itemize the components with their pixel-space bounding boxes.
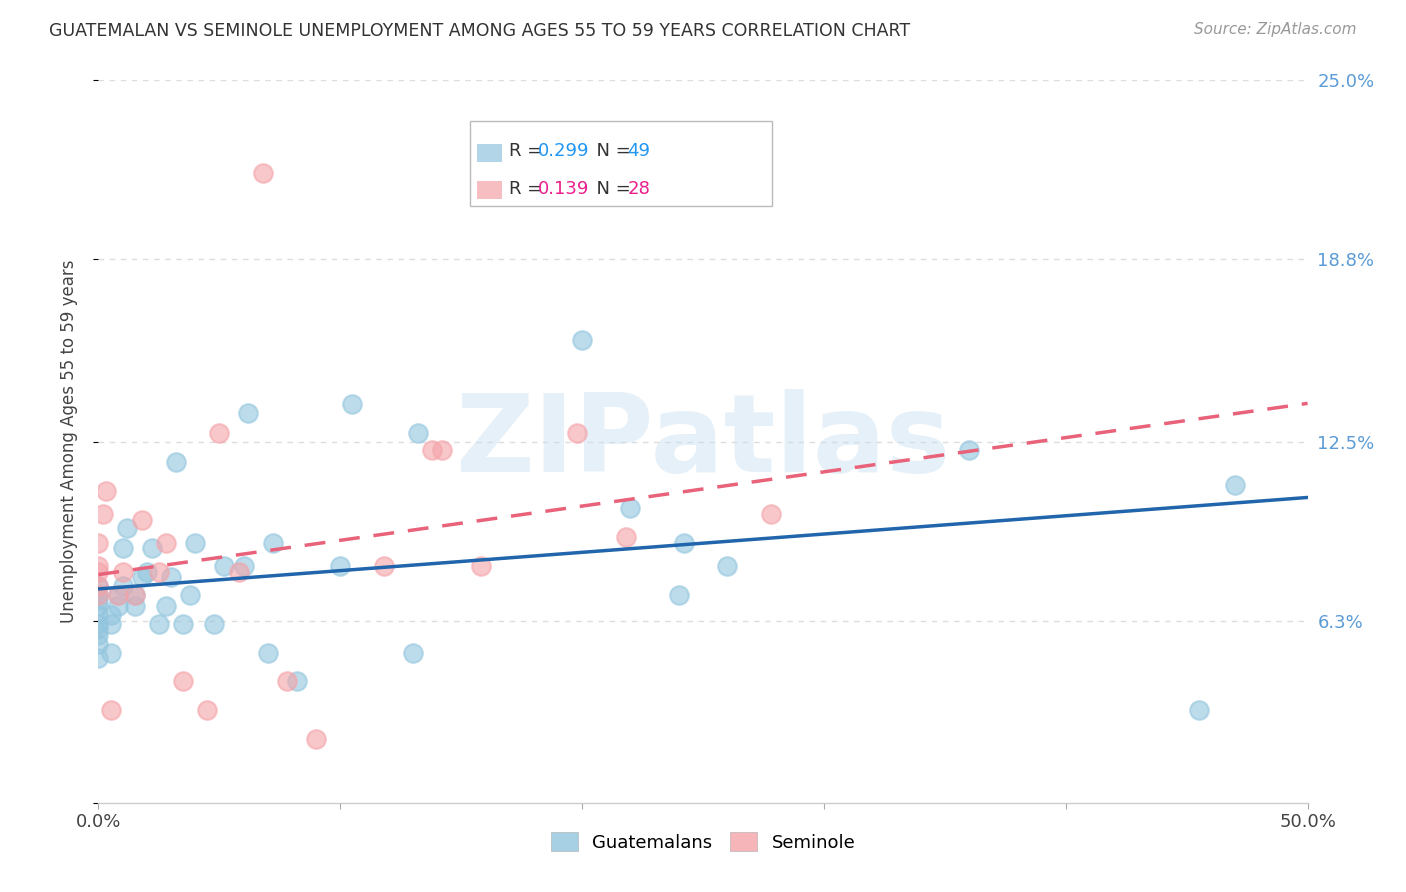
Point (204, 616, 226, 631)
Y-axis label: Unemployment Among Ages 55 to 59 years: Unemployment Among Ages 55 to 59 years (59, 260, 77, 624)
Point (402, 646, 425, 660)
Point (148, 616, 170, 631)
Point (1223, 478, 1246, 492)
Point (420, 443, 443, 458)
Point (228, 565, 250, 579)
Point (87, 637, 110, 651)
Text: Source: ZipAtlas.com: Source: ZipAtlas.com (1194, 22, 1357, 37)
Point (87, 579, 110, 593)
Point (148, 565, 170, 579)
Point (94, 483, 117, 498)
Point (131, 570, 153, 584)
Point (141, 541, 163, 556)
Point (232, 558, 254, 573)
Text: GUATEMALAN VS SEMINOLE UNEMPLOYMENT AMONG AGES 55 TO 59 YEARS CORRELATION CHART: GUATEMALAN VS SEMINOLE UNEMPLOYMENT AMON… (49, 22, 910, 40)
Point (208, 425, 231, 440)
Text: 28: 28 (627, 179, 651, 197)
Point (571, 334, 593, 348)
Point (262, 535, 284, 549)
Point (91, 507, 114, 521)
Point (100, 646, 122, 660)
Point (87, 535, 110, 549)
Point (567, 425, 589, 440)
Point (172, 674, 194, 689)
Point (117, 521, 139, 535)
Point (179, 588, 201, 602)
Point (668, 588, 690, 602)
Point (470, 558, 492, 573)
Point (124, 588, 146, 602)
Point (957, 443, 980, 458)
Point (252, 166, 274, 180)
Text: R =: R = (509, 179, 548, 197)
Point (107, 588, 129, 602)
Point (329, 558, 352, 573)
Point (1188, 703, 1211, 717)
Point (619, 501, 641, 516)
Point (87, 616, 110, 631)
Point (87, 579, 110, 593)
Point (305, 732, 328, 747)
Text: 49: 49 (627, 143, 651, 161)
Point (107, 588, 129, 602)
Point (87, 593, 110, 607)
Point (87, 565, 110, 579)
Point (100, 607, 122, 622)
Point (124, 588, 146, 602)
Point (100, 616, 122, 631)
Point (87, 628, 110, 642)
Point (111, 541, 134, 556)
Point (111, 579, 134, 593)
Point (155, 599, 177, 614)
Point (184, 535, 207, 549)
Text: ZIPatlas: ZIPatlas (456, 389, 950, 494)
Point (87, 651, 110, 665)
Point (87, 607, 110, 622)
Text: N =: N = (585, 143, 637, 161)
Point (672, 535, 695, 549)
Text: 0.139: 0.139 (537, 179, 589, 197)
Point (155, 535, 177, 549)
Text: R =: R = (509, 143, 548, 161)
Point (87, 558, 110, 573)
Point (614, 530, 637, 544)
Point (172, 616, 194, 631)
Point (111, 565, 134, 579)
Point (430, 443, 453, 458)
Point (406, 425, 429, 440)
Point (165, 455, 187, 469)
Point (131, 512, 153, 526)
Point (135, 565, 157, 579)
Point (87, 599, 110, 614)
Point (195, 703, 218, 717)
Point (124, 599, 146, 614)
Point (759, 507, 782, 521)
Point (276, 674, 298, 689)
Point (107, 599, 129, 614)
Legend: Guatemalans, Seminole: Guatemalans, Seminole (543, 825, 863, 859)
Point (87, 588, 110, 602)
Point (160, 570, 183, 584)
Point (238, 406, 260, 420)
Text: 0.299: 0.299 (537, 143, 589, 161)
Point (256, 646, 278, 660)
Point (285, 674, 308, 689)
Point (87, 623, 110, 637)
Point (100, 703, 122, 717)
Point (342, 397, 364, 411)
Point (716, 558, 738, 573)
Point (87, 588, 110, 602)
Text: N =: N = (585, 179, 637, 197)
Point (373, 558, 395, 573)
Point (212, 558, 235, 573)
